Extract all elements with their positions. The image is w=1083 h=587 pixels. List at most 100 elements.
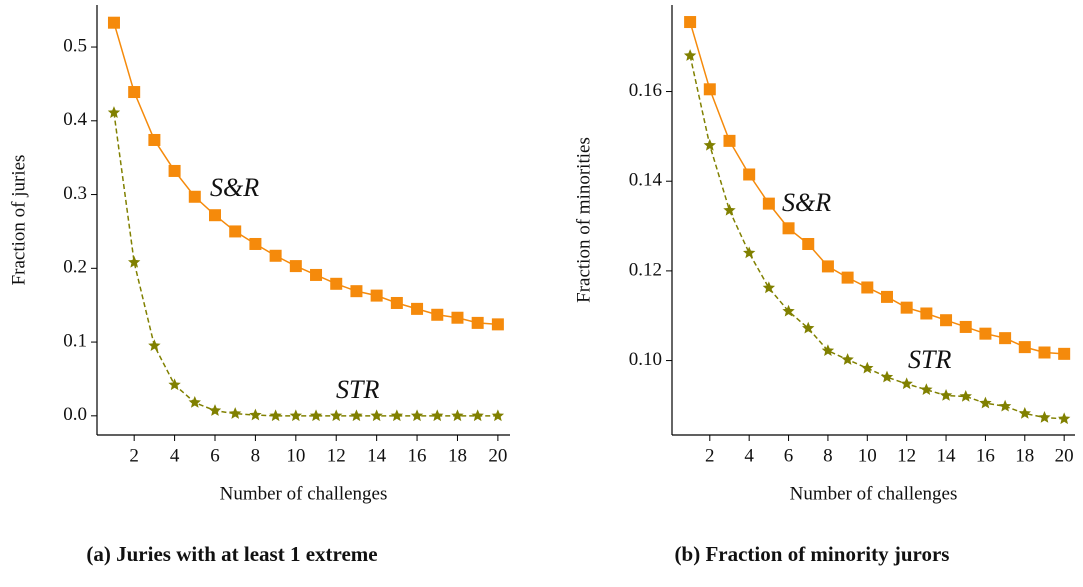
marker (330, 277, 343, 290)
marker (900, 377, 913, 390)
series-label: STR (908, 345, 951, 374)
marker (861, 281, 874, 294)
marker (920, 307, 933, 320)
marker (979, 396, 992, 409)
x-tick-label: 2 (705, 445, 715, 466)
x-tick-label: 6 (784, 445, 794, 466)
marker (861, 361, 874, 374)
marker (880, 290, 893, 303)
marker (900, 301, 913, 314)
caption: (b) Fraction of minority jurors (675, 542, 950, 566)
x-tick-label: 16 (408, 445, 427, 466)
marker (370, 409, 383, 422)
marker (782, 304, 795, 317)
marker (743, 168, 756, 181)
y-axis-label: Fraction of juries (8, 155, 29, 286)
marker (188, 190, 201, 203)
marker (802, 237, 815, 250)
x-tick-label: 18 (1015, 445, 1034, 466)
marker (703, 83, 716, 96)
y-axis-label: Fraction of minorities (573, 137, 594, 303)
x-tick-label: 12 (897, 445, 916, 466)
marker (107, 16, 120, 29)
marker (920, 383, 933, 395)
x-tick-label: 20 (1055, 445, 1074, 466)
series-label: S&R (782, 188, 831, 217)
x-tick-label: 8 (823, 445, 833, 466)
marker (209, 209, 221, 222)
marker (471, 316, 484, 329)
marker (762, 197, 775, 210)
marker (491, 318, 504, 331)
marker (1058, 347, 1071, 360)
marker (939, 389, 953, 401)
marker (880, 370, 894, 383)
marker (148, 133, 161, 146)
marker (309, 409, 323, 422)
marker (1038, 411, 1051, 423)
marker (999, 332, 1012, 345)
y-tick-label: 0.2 (63, 257, 87, 278)
marker (229, 225, 242, 238)
marker (998, 399, 1012, 412)
marker (269, 249, 282, 262)
marker (350, 285, 363, 298)
series-line (113, 112, 498, 417)
marker (411, 302, 424, 315)
marker (390, 296, 403, 309)
marker (431, 308, 444, 321)
marker (249, 408, 262, 421)
y-tick-label: 0.1 (63, 330, 87, 351)
marker (370, 289, 383, 302)
marker (1018, 341, 1031, 354)
x-tick-label: 16 (976, 445, 995, 466)
y-tick-label: 0.5 (63, 35, 87, 56)
marker (310, 268, 323, 281)
marker (451, 311, 464, 324)
series-label: S&R (210, 173, 259, 202)
caption: (a) Juries with at least 1 extreme (86, 542, 377, 566)
x-tick-label: 14 (937, 445, 957, 466)
series-label: STR (336, 375, 379, 404)
marker (390, 409, 404, 422)
marker (1018, 406, 1031, 419)
x-axis-label: Number of challenges (790, 483, 958, 504)
y-tick-label: 0.4 (63, 109, 87, 130)
marker (128, 86, 141, 99)
marker (940, 314, 953, 327)
x-tick-label: 2 (129, 445, 139, 466)
marker (703, 138, 716, 151)
y-tick-label: 0.12 (629, 259, 662, 280)
x-tick-label: 6 (210, 445, 220, 466)
marker (229, 407, 242, 419)
marker (821, 260, 834, 273)
marker (959, 320, 972, 333)
marker (128, 255, 141, 268)
x-tick-label: 10 (286, 445, 305, 466)
x-tick-label: 18 (448, 445, 467, 466)
marker (1057, 412, 1071, 425)
marker (208, 404, 222, 416)
marker (451, 409, 464, 422)
series-line (689, 21, 1065, 355)
marker (350, 409, 363, 422)
marker (148, 339, 161, 352)
marker (269, 409, 282, 422)
x-tick-label: 20 (488, 445, 507, 466)
marker (979, 327, 992, 340)
marker (431, 409, 444, 422)
x-tick-label: 4 (170, 445, 180, 466)
marker (959, 389, 972, 402)
marker (491, 409, 505, 422)
y-tick-label: 0.10 (629, 349, 662, 370)
marker (821, 344, 835, 356)
marker (762, 281, 776, 294)
x-tick-label: 10 (858, 445, 877, 466)
x-tick-label: 14 (367, 445, 387, 466)
marker (188, 396, 201, 408)
x-axis-label: Number of challenges (220, 483, 388, 504)
marker (841, 271, 854, 284)
marker (782, 222, 795, 235)
marker (249, 237, 262, 250)
marker (742, 246, 756, 259)
